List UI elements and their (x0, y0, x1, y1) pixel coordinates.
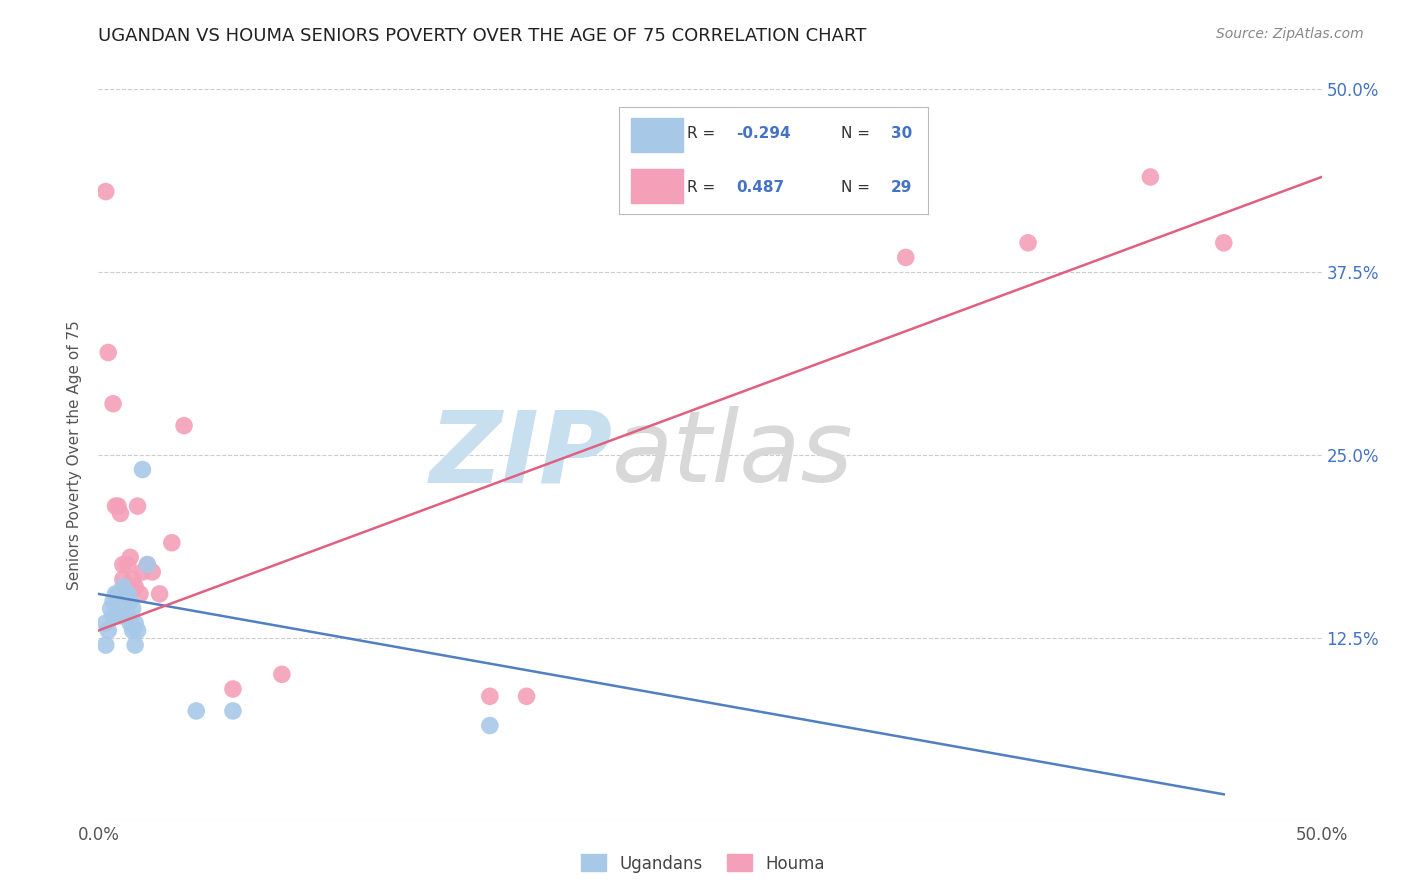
Text: N =: N = (841, 180, 875, 194)
Point (127, 624, 149, 638)
Point (97, 345, 120, 359)
Point (110, 507, 132, 521)
Point (131, 565, 153, 579)
Point (111, 587, 134, 601)
Point (104, 587, 127, 601)
Point (124, 616, 146, 631)
Point (1212, 235, 1234, 250)
Point (160, 535, 183, 549)
Text: Source: ZipAtlas.com: Source: ZipAtlas.com (1216, 27, 1364, 41)
Point (478, 718, 501, 732)
Point (894, 251, 917, 265)
Point (100, 601, 122, 615)
Point (94, 616, 117, 631)
Point (136, 558, 159, 572)
Point (101, 594, 124, 608)
Point (97, 624, 120, 638)
Bar (631, 169, 683, 203)
Point (114, 601, 136, 615)
Text: atlas: atlas (612, 407, 853, 503)
Point (111, 580, 134, 594)
Point (120, 616, 142, 631)
Point (121, 624, 143, 638)
Text: -0.294: -0.294 (737, 127, 790, 141)
Point (124, 580, 146, 594)
Point (117, 608, 139, 623)
Point (94, 638, 117, 652)
Point (104, 499, 127, 513)
Point (110, 594, 132, 608)
Text: N =: N = (841, 127, 875, 141)
Text: 30: 30 (891, 127, 912, 141)
Point (121, 572, 143, 586)
Legend: Ugandans, Houma: Ugandans, Houma (574, 847, 832, 880)
Point (117, 587, 139, 601)
Y-axis label: Seniors Poverty Over the Age of 75: Seniors Poverty Over the Age of 75 (67, 320, 83, 590)
Text: R =: R = (686, 180, 724, 194)
Point (120, 550, 142, 565)
Point (121, 601, 143, 615)
Point (111, 601, 134, 615)
Point (127, 499, 149, 513)
Point (110, 608, 132, 623)
Point (107, 587, 129, 601)
Text: 0.487: 0.487 (737, 180, 785, 194)
Point (114, 587, 136, 601)
Point (141, 565, 163, 579)
Point (173, 418, 195, 433)
Point (101, 397, 124, 411)
Point (114, 587, 136, 601)
Point (186, 704, 208, 718)
Point (222, 681, 245, 696)
Text: R =: R = (686, 127, 720, 141)
Point (129, 587, 152, 601)
Point (1139, 169, 1161, 184)
Text: UGANDAN VS HOUMA SENIORS POVERTY OVER THE AGE OF 75 CORRELATION CHART: UGANDAN VS HOUMA SENIORS POVERTY OVER TH… (98, 27, 866, 45)
Text: ZIP: ZIP (429, 407, 612, 503)
Point (101, 608, 124, 623)
Point (136, 558, 159, 572)
Point (111, 558, 134, 572)
Point (107, 601, 129, 615)
Point (131, 462, 153, 476)
Point (124, 638, 146, 652)
Point (1017, 235, 1039, 250)
Point (107, 499, 129, 513)
Point (117, 558, 139, 572)
Point (222, 704, 245, 718)
Point (149, 587, 172, 601)
Point (120, 594, 142, 608)
Bar (631, 118, 683, 152)
Text: 29: 29 (891, 180, 912, 194)
Point (270, 667, 294, 681)
Point (478, 690, 501, 704)
Point (111, 572, 134, 586)
Point (94, 185, 117, 199)
Point (515, 690, 537, 704)
